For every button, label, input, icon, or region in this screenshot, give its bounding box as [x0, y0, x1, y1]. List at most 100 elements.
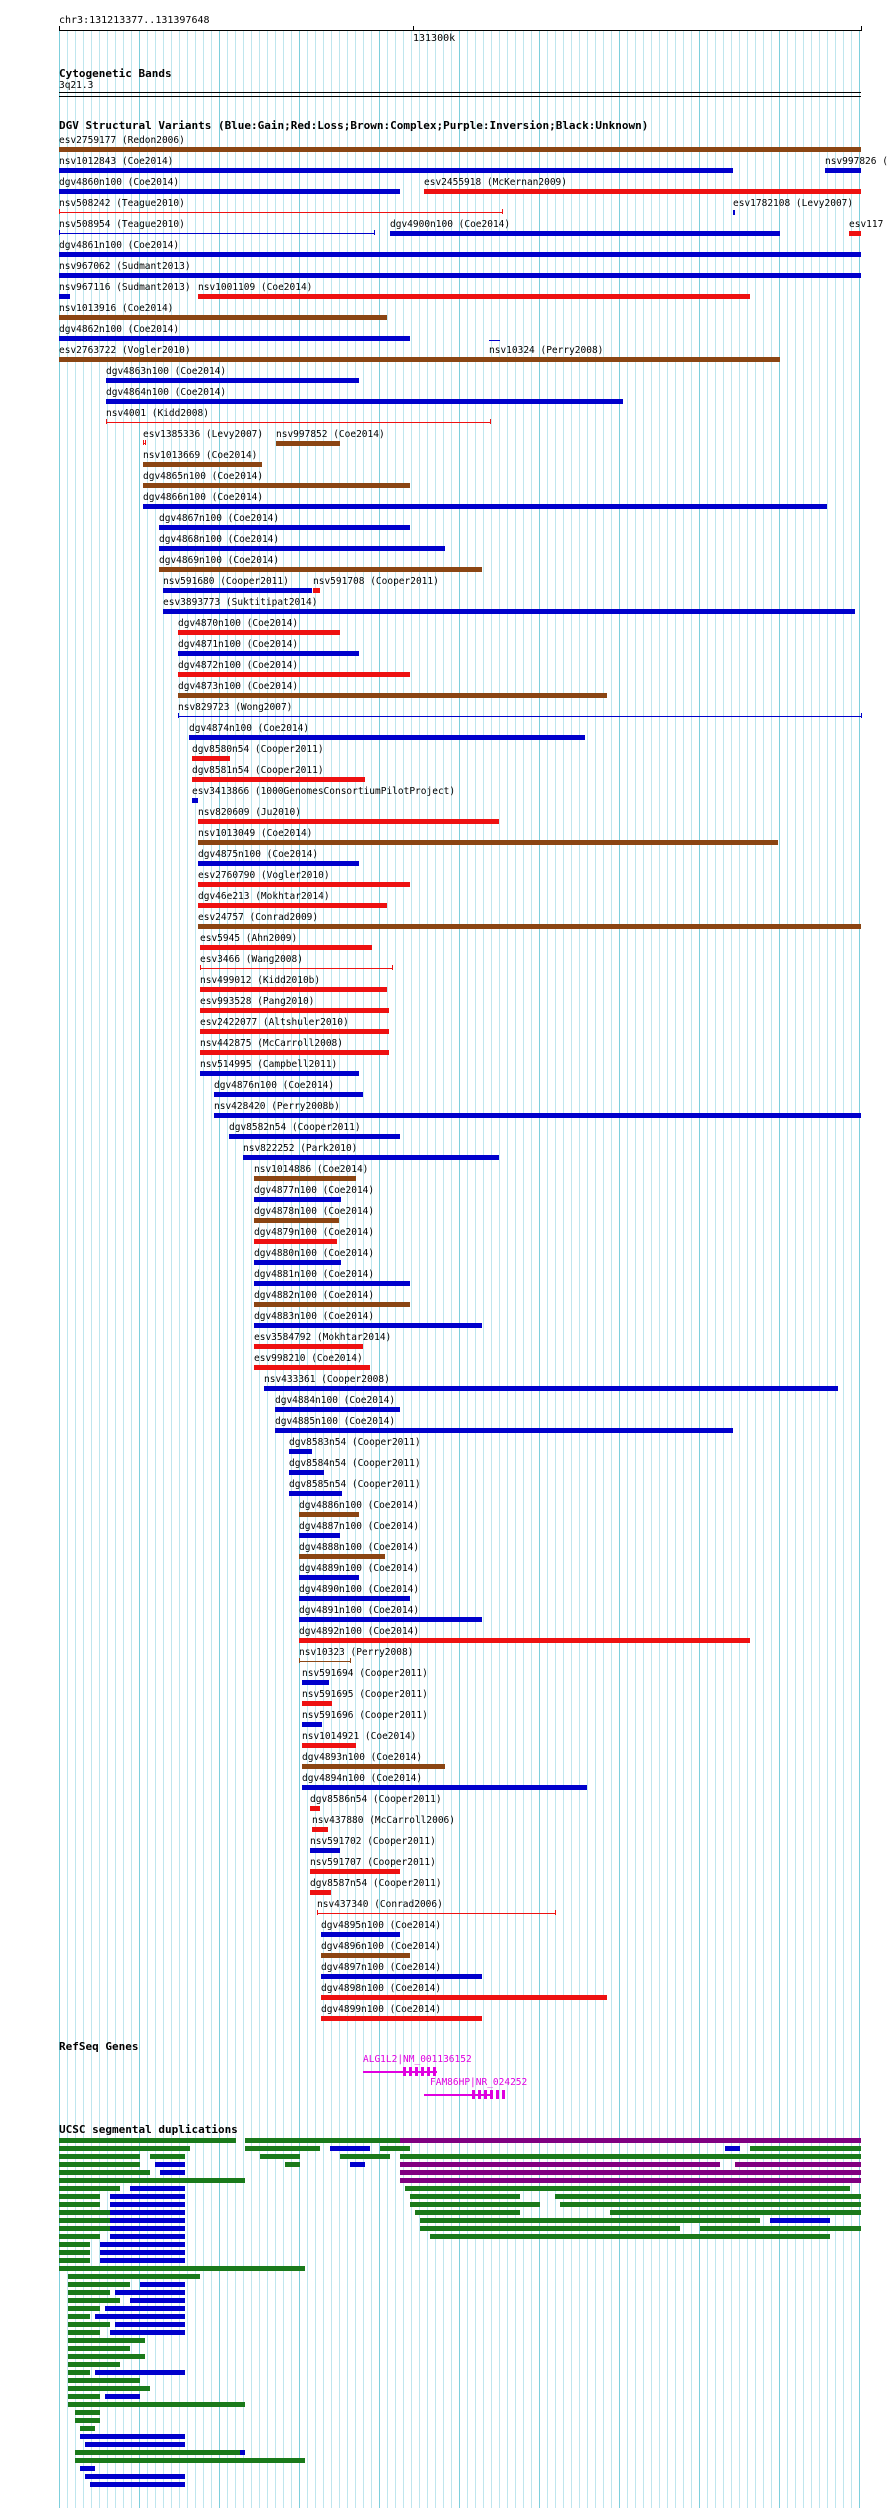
dgv-feature-bar[interactable] [106, 422, 490, 423]
segdup-block[interactable] [100, 2250, 185, 2255]
dgv-feature-bar[interactable] [243, 1155, 499, 1160]
segdup-block[interactable] [285, 2162, 300, 2167]
dgv-feature-bar[interactable] [849, 231, 861, 236]
segdup-block[interactable] [59, 2226, 110, 2231]
dgv-feature-bar[interactable] [59, 252, 861, 257]
dgv-feature-label[interactable]: esv3466 (Wang2008) [200, 954, 303, 965]
segdup-block[interactable] [59, 2242, 90, 2247]
dgv-feature-bar[interactable] [106, 399, 623, 404]
dgv-feature-label[interactable]: nsv591696 (Cooper2011) [302, 1710, 428, 1721]
dgv-feature-label[interactable]: dgv4889n100 (Coe2014) [299, 1563, 420, 1574]
dgv-feature-bar[interactable] [276, 441, 340, 446]
dgv-feature-label[interactable]: nsv997852 (Coe2014) [276, 429, 385, 440]
dgv-feature-bar[interactable] [163, 609, 855, 614]
dgv-feature-bar[interactable] [317, 1913, 555, 1914]
segdup-block[interactable] [410, 2194, 520, 2199]
dgv-feature-label[interactable]: dgv4898n100 (Coe2014) [321, 1983, 442, 1994]
dgv-feature-label[interactable]: dgv4862n100 (Coe2014) [59, 324, 180, 335]
dgv-feature-bar[interactable] [198, 924, 861, 929]
dgv-feature-bar[interactable] [106, 378, 359, 383]
dgv-feature-bar[interactable] [254, 1197, 341, 1202]
segdup-block[interactable] [59, 2178, 245, 2183]
segdup-block[interactable] [80, 2434, 185, 2439]
segdup-block[interactable] [380, 2146, 410, 2151]
dgv-feature-bar[interactable] [733, 210, 735, 215]
dgv-feature-bar[interactable] [275, 1428, 733, 1433]
dgv-feature-label[interactable]: dgv4878n100 (Coe2014) [254, 1206, 375, 1217]
segdup-block[interactable] [59, 2258, 90, 2263]
dgv-feature-label[interactable]: dgv46e213 (Mokhtar2014) [198, 891, 330, 902]
segdup-block[interactable] [59, 2186, 120, 2191]
dgv-feature-label[interactable]: esv1385336 (Levy2007) [143, 429, 264, 440]
dgv-feature-label[interactable]: nsv591702 (Cooper2011) [310, 1836, 436, 1847]
dgv-feature-bar[interactable] [313, 588, 320, 593]
dgv-feature-label[interactable]: dgv4875n100 (Coe2014) [198, 849, 319, 860]
segdup-block[interactable] [68, 2274, 200, 2279]
dgv-feature-label[interactable]: nsv967062 (Sudmant2013) [59, 261, 191, 272]
dgv-feature-label[interactable]: dgv4887n100 (Coe2014) [299, 1521, 420, 1532]
dgv-feature-bar[interactable] [424, 189, 861, 194]
dgv-feature-label[interactable]: dgv4865n100 (Coe2014) [143, 471, 264, 482]
segdup-block[interactable] [415, 2210, 520, 2215]
dgv-feature-bar[interactable] [198, 819, 499, 824]
segdup-block[interactable] [100, 2258, 185, 2263]
dgv-feature-bar[interactable] [159, 525, 410, 530]
dgv-feature-label[interactable]: nsv10323 (Perry2008) [299, 1647, 414, 1658]
segdup-block[interactable] [430, 2234, 830, 2239]
track-title-cytogenetic-bands[interactable]: Cytogenetic Bands [59, 67, 172, 80]
dgv-feature-bar[interactable] [59, 315, 387, 320]
dgv-feature-label[interactable]: esv3893773 (Suktitipat2014) [163, 597, 318, 608]
dgv-feature-label[interactable]: dgv4868n100 (Coe2014) [159, 534, 280, 545]
segdup-block[interactable] [59, 2146, 190, 2151]
segdup-block[interactable] [340, 2154, 390, 2159]
dgv-feature-label[interactable]: esv998210 (Coe2014) [254, 1353, 363, 1364]
dgv-feature-bar[interactable] [254, 1176, 356, 1181]
dgv-feature-label[interactable]: dgv4863n100 (Coe2014) [106, 366, 227, 377]
segdup-block[interactable] [110, 2226, 185, 2231]
dgv-feature-bar[interactable] [198, 882, 410, 887]
refseq-gene-label[interactable]: FAM86HP|NR_024252 [430, 2077, 528, 2088]
dgv-feature-label[interactable]: nsv10324 (Perry2008) [489, 345, 604, 356]
segdup-block[interactable] [735, 2162, 861, 2167]
dgv-feature-label[interactable]: dgv4900n100 (Coe2014) [390, 219, 511, 230]
dgv-feature-bar[interactable] [200, 987, 387, 992]
dgv-feature-label[interactable]: esv2422077 (Altshuler2010) [200, 1017, 349, 1028]
dgv-feature-label[interactable]: dgv4888n100 (Coe2014) [299, 1542, 420, 1553]
dgv-feature-label[interactable]: nsv1001109 (Coe2014) [198, 282, 313, 293]
segdup-block[interactable] [725, 2146, 740, 2151]
segdup-block[interactable] [68, 2402, 245, 2407]
dgv-feature-bar[interactable] [59, 336, 410, 341]
segdup-block[interactable] [105, 2394, 140, 2399]
dgv-feature-label[interactable]: nsv1013049 (Coe2014) [198, 828, 313, 839]
dgv-feature-label[interactable]: dgv8580n54 (Cooper2011) [192, 744, 324, 755]
dgv-feature-label[interactable]: nsv4001 (Kidd2008) [106, 408, 209, 419]
segdup-block[interactable] [68, 2394, 100, 2399]
dgv-feature-label[interactable]: dgv4894n100 (Coe2014) [302, 1773, 423, 1784]
dgv-feature-bar[interactable] [59, 233, 374, 234]
dgv-feature-label[interactable]: nsv508242 (Teague2010) [59, 198, 185, 209]
dgv-feature-bar[interactable] [289, 1449, 312, 1454]
segdup-block[interactable] [110, 2194, 185, 2199]
segdup-block[interactable] [90, 2482, 185, 2487]
segdup-block[interactable] [75, 2450, 240, 2455]
dgv-feature-label[interactable]: nsv514995 (Campbell2011) [200, 1059, 338, 1070]
segdup-block[interactable] [130, 2298, 185, 2303]
dgv-feature-label[interactable]: esv1782108 (Levy2007) [733, 198, 854, 209]
dgv-feature-bar[interactable] [302, 1785, 587, 1790]
dgv-feature-label[interactable]: esv117 [849, 219, 884, 230]
dgv-feature-label[interactable]: dgv4873n100 (Coe2014) [178, 681, 299, 692]
segdup-block[interactable] [750, 2146, 861, 2151]
dgv-feature-bar[interactable] [289, 1491, 342, 1496]
refseq-gene-model[interactable] [424, 2094, 492, 2096]
dgv-feature-bar[interactable] [299, 1512, 359, 1517]
dgv-feature-label[interactable]: dgv8584n54 (Cooper2011) [289, 1458, 421, 1469]
dgv-feature-label[interactable]: dgv4886n100 (Coe2014) [299, 1500, 420, 1511]
segdup-block[interactable] [59, 2210, 110, 2215]
refseq-gene-label[interactable]: ALG1L2|NM_001136152 [363, 2054, 472, 2065]
dgv-feature-bar[interactable] [200, 1050, 389, 1055]
dgv-feature-bar[interactable] [302, 1743, 356, 1748]
dgv-feature-label[interactable]: nsv967116 (Sudmant2013) [59, 282, 191, 293]
dgv-feature-label[interactable]: nsv822252 (Park2010) [243, 1143, 358, 1154]
dgv-feature-label[interactable]: dgv4874n100 (Coe2014) [189, 723, 310, 734]
refseq-gene-model[interactable] [363, 2071, 437, 2073]
